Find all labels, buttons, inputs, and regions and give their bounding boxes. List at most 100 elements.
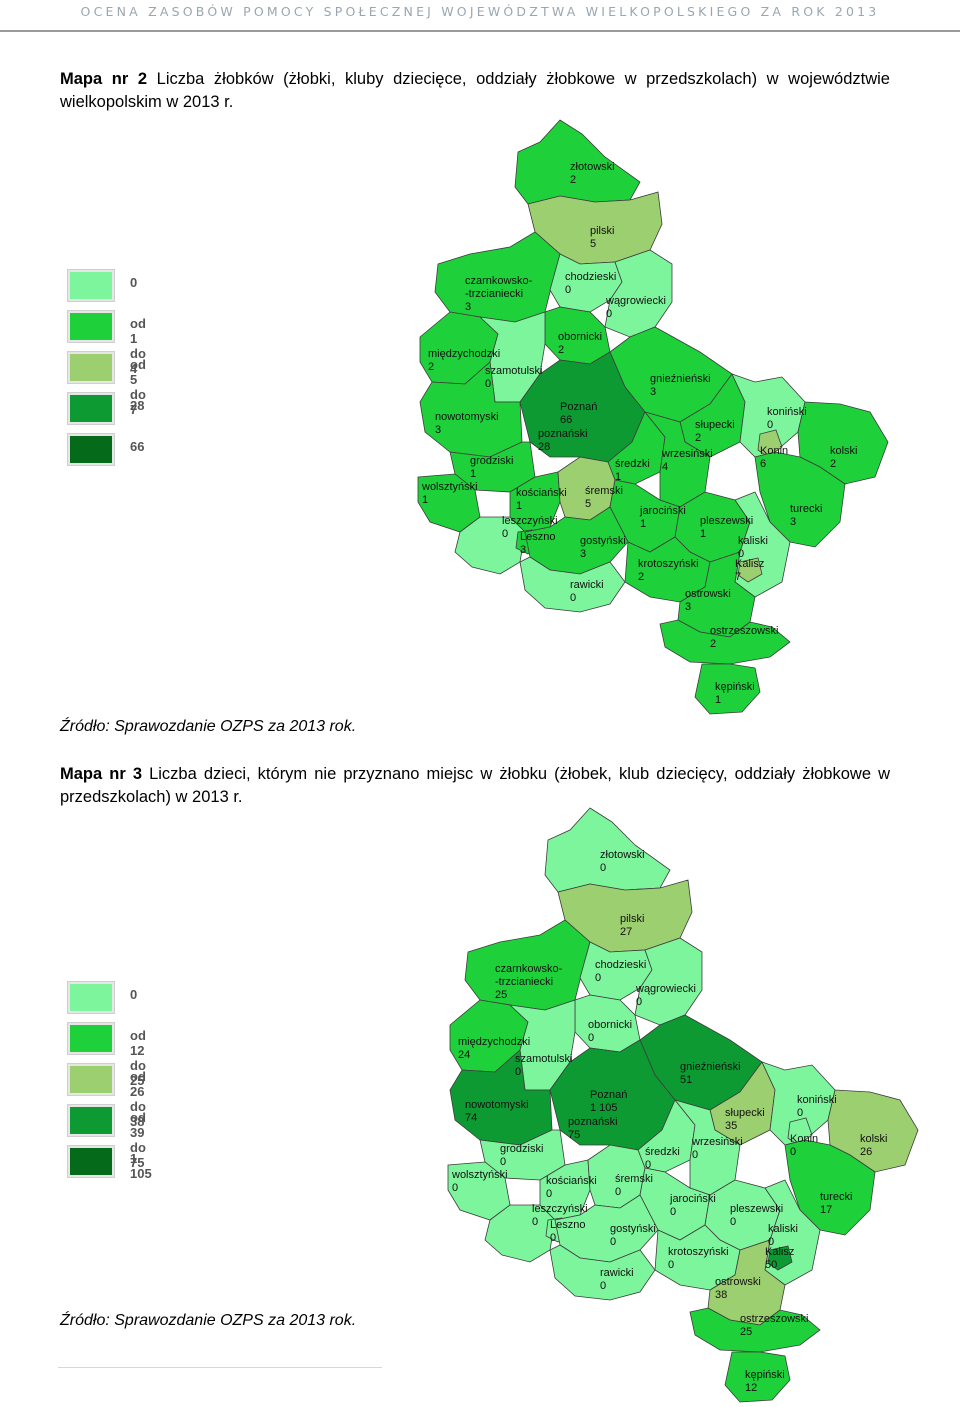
- region-text: 35: [725, 1120, 737, 1132]
- region-text: Konin: [760, 445, 788, 457]
- region-text: gostyński: [610, 1223, 656, 1235]
- region-text: 3: [650, 386, 656, 398]
- region-text: ostrzeszowski: [740, 1313, 808, 1325]
- region-text: międzychodzki: [428, 348, 500, 360]
- region-turecki: [784, 1139, 876, 1236]
- region-kolski: [797, 401, 889, 485]
- region-text: chodzieski: [565, 271, 616, 283]
- map3-caption: Mapa nr 3 Liczba dzieci, którym nie przy…: [60, 763, 890, 809]
- region-text: gostyński: [580, 535, 626, 547]
- region-text: 2: [638, 571, 644, 583]
- region-text: wolsztyński: [421, 481, 478, 493]
- map3-caption-text: Liczba dzieci, którym nie przyznano miej…: [60, 765, 890, 806]
- region-text: turecki: [820, 1191, 852, 1203]
- region-text: 1 105: [590, 1102, 618, 1114]
- region-text: 0: [767, 419, 773, 431]
- region-text: czarnkowsko-: [465, 275, 533, 287]
- region-text: 2: [830, 458, 836, 470]
- region-text: jarociński: [669, 1193, 716, 1205]
- region-text: gnieźnieński: [650, 373, 711, 385]
- region-text: 4: [662, 461, 668, 473]
- legend-swatch: [68, 434, 114, 465]
- region-text: kępiński: [715, 681, 755, 693]
- region-text: śremski: [615, 1173, 653, 1185]
- map3-wielkopolska: złotowski0pilski27czarnkowsko--trzcianie…: [447, 807, 919, 1403]
- region-text: Leszno: [550, 1219, 585, 1231]
- legend-swatch: [68, 1064, 114, 1095]
- region-text: 0: [636, 996, 642, 1008]
- map3-caption-number: Mapa nr 3: [60, 765, 142, 783]
- region-kolski: [827, 1089, 919, 1173]
- region-text: 0: [532, 1216, 538, 1228]
- legend-label: od 5 do 7: [130, 357, 146, 417]
- region-rawicki: [519, 556, 626, 613]
- region-text: nowotomyski: [435, 411, 499, 423]
- region-text: 1: [715, 694, 721, 706]
- region-text: 0: [550, 1232, 556, 1244]
- region-text: rawicki: [570, 579, 604, 591]
- region-text: 5: [585, 498, 591, 510]
- region-kalisz: [767, 1245, 793, 1271]
- region-text: 12: [745, 1382, 757, 1394]
- legend-swatch: [68, 1146, 114, 1177]
- region-text: wrzesiński: [691, 1136, 743, 1148]
- region-text: gnieźnieński: [680, 1061, 741, 1073]
- region-text: grodziski: [470, 455, 513, 467]
- legend-swatch: [68, 393, 114, 424]
- region-text: 1: [470, 468, 476, 480]
- region-text: Leszno: [520, 531, 555, 543]
- region-text: obornicki: [558, 331, 602, 343]
- region-text: 1: [640, 518, 646, 530]
- region-text: 51: [680, 1074, 692, 1086]
- region-czarnkowsko: [464, 919, 591, 1011]
- region-text: 0: [670, 1206, 676, 1218]
- region-text: 0: [588, 1032, 594, 1044]
- region-text: 6: [760, 458, 766, 470]
- region-text: 2: [428, 361, 434, 373]
- region-ostrzeszowski: [659, 619, 791, 665]
- region-text: pleszewski: [730, 1203, 783, 1215]
- region-text: 3: [435, 424, 441, 436]
- legend-label: od 39 do 75: [130, 1110, 146, 1170]
- region-text: -trzcianiecki: [495, 976, 553, 988]
- region-text: 3: [790, 516, 796, 528]
- region-text: 0: [610, 1236, 616, 1248]
- region-text: 2: [710, 638, 716, 650]
- region-text: 0: [570, 592, 576, 604]
- map3-source: Źródło: Sprawozdanie OZPS za 2013 rok.: [60, 1312, 357, 1329]
- region-text: 3: [520, 544, 526, 556]
- region-text: 50: [765, 1259, 777, 1271]
- region-text: wolsztyński: [451, 1169, 508, 1181]
- region-text: 2: [570, 174, 576, 186]
- region-text: poznański: [568, 1116, 618, 1128]
- region-text: 27: [620, 926, 632, 938]
- region-text: 0: [595, 972, 601, 984]
- region-text: turecki: [790, 503, 822, 515]
- region-text: 28: [538, 441, 550, 453]
- region-text: Kalisz: [765, 1246, 794, 1258]
- region-text: 0: [452, 1182, 458, 1194]
